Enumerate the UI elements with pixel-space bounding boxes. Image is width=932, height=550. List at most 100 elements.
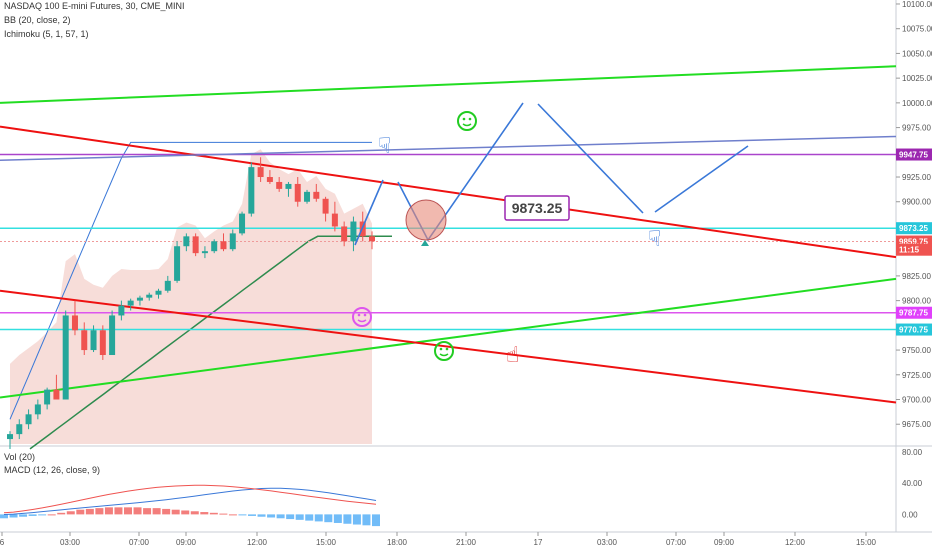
red-channel-lower bbox=[0, 289, 897, 404]
macd-tick-label: 80.00 bbox=[902, 448, 923, 457]
macd-histogram-bar bbox=[104, 507, 113, 515]
macd-histogram-bar bbox=[324, 514, 333, 523]
y-tick-label: 10050.00 bbox=[902, 49, 932, 58]
macd-tick-label: 40.00 bbox=[902, 479, 923, 488]
candle-body bbox=[304, 191, 311, 202]
macd-histogram-bar bbox=[38, 514, 47, 516]
candle-body bbox=[53, 389, 60, 400]
hand-pointer-icon: ☟ bbox=[648, 227, 661, 252]
candle-body bbox=[155, 290, 162, 295]
candle-body bbox=[118, 305, 125, 316]
projection-arrow-4 bbox=[654, 145, 749, 213]
macd-histogram-bar bbox=[333, 514, 342, 523]
smiley-green-lower-eye bbox=[439, 347, 443, 351]
macd-histogram-bar bbox=[133, 507, 142, 515]
x-tick-label: 17 bbox=[534, 538, 543, 547]
macd-histogram-bar bbox=[143, 508, 152, 515]
macd-histogram-bar bbox=[162, 508, 171, 515]
candle-body bbox=[285, 183, 292, 189]
y-tick-label: 9975.00 bbox=[902, 124, 931, 133]
candle-body bbox=[34, 404, 41, 415]
macd-histogram-bar bbox=[238, 514, 247, 516]
vol-legend: Vol (20) bbox=[4, 452, 36, 462]
price-axis-badge-text: 9787.75 bbox=[899, 309, 928, 318]
x-tick-label: 07:00 bbox=[129, 538, 150, 547]
smiley-green-lower-mouth bbox=[439, 353, 449, 357]
green-channel-lower bbox=[0, 277, 897, 399]
macd-histogram-bar bbox=[57, 512, 66, 515]
candle-body bbox=[99, 330, 106, 356]
x-tick-label: 12:00 bbox=[247, 538, 268, 547]
candle-body bbox=[211, 241, 218, 252]
price-axis-badge-text: 9770.75 bbox=[899, 326, 928, 335]
price-axis-badge-text: 9947.75 bbox=[899, 151, 928, 160]
price-axis-badge-text: 9873.25 bbox=[899, 224, 928, 233]
price-callout-box bbox=[504, 195, 570, 221]
macd-histogram-bar bbox=[190, 511, 199, 515]
macd-histogram-bar bbox=[28, 514, 37, 516]
macd-histogram-bar bbox=[372, 514, 380, 527]
happy-smiley-green-mouth bbox=[462, 123, 472, 127]
y-tick-label: 10075.00 bbox=[902, 25, 932, 34]
highlight-circle bbox=[405, 199, 447, 241]
y-tick-label: 10025.00 bbox=[902, 74, 932, 83]
macd-line bbox=[3, 487, 377, 515]
happy-smiley-green-eye bbox=[462, 117, 466, 121]
macd-histogram-bar bbox=[85, 508, 94, 515]
candle-body bbox=[16, 424, 23, 435]
moving-average-line bbox=[29, 235, 392, 450]
macd-histogram-bar bbox=[152, 508, 161, 515]
ichimoku-legend: Ichimoku (5, 1, 57, 1) bbox=[4, 29, 89, 39]
macd-histogram-bar bbox=[47, 514, 56, 516]
signal-line bbox=[3, 484, 377, 514]
happy-smiley-green-eye bbox=[468, 117, 472, 121]
price-callout-text: 9873.25 bbox=[512, 200, 563, 216]
macd-legend: MACD (12, 26, close, 9) bbox=[4, 465, 101, 475]
candle-body bbox=[369, 236, 375, 242]
x-tick-label: 18:00 bbox=[387, 538, 408, 547]
price-axis-badge bbox=[896, 148, 932, 161]
y-tick-label: 9700.00 bbox=[902, 396, 931, 405]
up-arrow-marker bbox=[421, 240, 429, 246]
macd-histogram-bar bbox=[124, 507, 132, 515]
x-tick-label: 07:00 bbox=[666, 538, 687, 547]
candle-body bbox=[248, 167, 255, 214]
y-tick-label: 9825.00 bbox=[902, 272, 931, 281]
x-tick-label: 09:00 bbox=[176, 538, 197, 547]
symbol-title: NASDAQ 100 E-mini Futures, 30, CME_MINI bbox=[4, 1, 185, 11]
macd-histogram-bar bbox=[66, 511, 75, 515]
macd-histogram-bar bbox=[257, 514, 266, 517]
candle-body bbox=[201, 251, 208, 254]
candle-body bbox=[192, 236, 199, 254]
candle-body bbox=[350, 221, 357, 242]
macd-histogram-bar bbox=[76, 509, 85, 515]
candle-body bbox=[7, 434, 13, 440]
bb-legend: BB (20, close, 2) bbox=[4, 15, 71, 25]
bollinger-fill bbox=[10, 149, 372, 445]
smiley-green-lower-eye bbox=[445, 347, 449, 351]
macd-histogram-bar bbox=[200, 512, 209, 515]
y-tick-label: 9675.00 bbox=[902, 420, 931, 429]
candle-body bbox=[81, 330, 88, 351]
x-tick-label: 15:00 bbox=[856, 538, 877, 547]
macd-histogram-bar bbox=[352, 514, 361, 525]
candle-body bbox=[229, 233, 236, 250]
price-axis-badge bbox=[896, 306, 932, 319]
macd-histogram-bar bbox=[295, 514, 304, 520]
candle-body bbox=[136, 297, 143, 301]
macd-histogram-bar bbox=[95, 508, 104, 515]
happy-smiley-magenta-mouth bbox=[357, 319, 367, 323]
macd-histogram-bar bbox=[362, 514, 371, 526]
y-tick-label: 9725.00 bbox=[902, 371, 931, 380]
macd-histogram-bar bbox=[286, 514, 295, 520]
price-axis-badge-text: 11:15 bbox=[899, 246, 920, 255]
macd-histogram-bar bbox=[267, 514, 276, 518]
y-tick-label: 10000.00 bbox=[902, 99, 932, 108]
projection-arrow-3 bbox=[537, 103, 644, 214]
macd-tick-label: 0.00 bbox=[902, 510, 918, 519]
macd-histogram-bar bbox=[171, 509, 180, 515]
price-axis-badge-text: 9859.75 bbox=[899, 238, 928, 247]
macd-histogram-bar bbox=[228, 514, 237, 516]
happy-smiley-magenta-eye bbox=[363, 313, 367, 317]
